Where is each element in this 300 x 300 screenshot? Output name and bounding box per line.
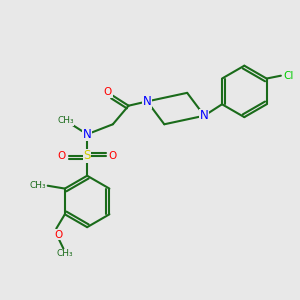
- Text: O: O: [58, 151, 66, 161]
- Text: O: O: [108, 151, 116, 161]
- Text: O: O: [104, 87, 112, 97]
- Text: S: S: [83, 149, 91, 162]
- Text: N: N: [83, 128, 92, 141]
- Text: N: N: [143, 95, 152, 108]
- Text: CH₃: CH₃: [29, 181, 46, 190]
- Text: CH₃: CH₃: [57, 116, 74, 125]
- Text: O: O: [54, 230, 63, 240]
- Text: CH₃: CH₃: [56, 249, 73, 258]
- Text: N: N: [200, 109, 209, 122]
- Text: Cl: Cl: [284, 71, 294, 81]
